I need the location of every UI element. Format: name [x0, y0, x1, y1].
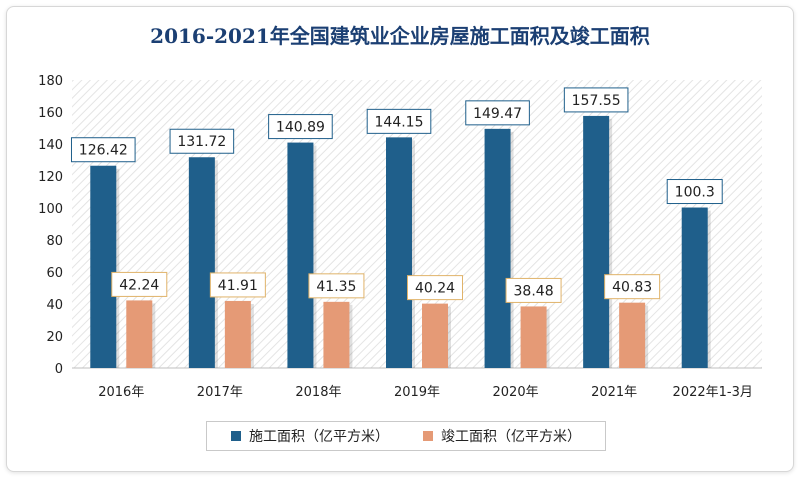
data-label-completion: 38.48 [514, 283, 554, 299]
data-label-construction: 126.42 [79, 143, 128, 159]
data-label-completion: 40.83 [612, 280, 652, 296]
data-label-box [209, 272, 266, 298]
bar-construction [681, 207, 708, 368]
bar-completion [323, 301, 350, 368]
bar-construction [188, 157, 215, 368]
data-label-box [70, 137, 136, 163]
data-label-box [111, 271, 168, 297]
bar-completion [224, 300, 251, 368]
bar-completion [422, 303, 448, 368]
bar-construction [386, 137, 412, 368]
y-axis: 0 20 40 60 80 100 120 140 160 180 [38, 74, 63, 377]
bar-construction [484, 128, 511, 368]
data-label-box [666, 179, 723, 205]
data-label-box [563, 87, 629, 113]
legend-item-construction: 施工面积（亿平方米） [231, 426, 389, 446]
legend-swatch-construction [231, 431, 241, 441]
x-tick-label: 2020年 [493, 385, 539, 400]
y-tick-label: 180 [38, 74, 63, 89]
data-label-box [604, 274, 661, 300]
y-tick-label: 60 [46, 266, 63, 281]
x-tick-label: 2016年 [98, 385, 144, 400]
data-label-box [366, 108, 432, 134]
data-label-box [465, 100, 530, 126]
legend-label-construction: 施工面积（亿平方米） [249, 429, 389, 445]
y-tick-label: 40 [46, 298, 63, 313]
legend-swatch-completion [423, 431, 433, 441]
bar-construction [287, 142, 314, 368]
data-labels-group: 126.42 131.72 140.89 144.15 149.47 157.55 100.… [70, 87, 723, 303]
data-label-box [308, 273, 365, 299]
data-label-completion: 41.91 [218, 278, 258, 294]
legend-item-completion: 竣工面积（亿平方米） [423, 426, 581, 446]
y-tick-label: 100 [38, 202, 63, 217]
data-label-construction: 149.47 [473, 106, 522, 122]
data-label-construction: 100.3 [675, 185, 715, 201]
legend-label-completion: 竣工面积（亿平方米） [441, 429, 581, 445]
bars-group [90, 115, 711, 368]
chart-legend: 施工面积（亿平方米） 竣工面积（亿平方米） [206, 421, 606, 451]
data-label-completion: 41.35 [316, 279, 356, 295]
data-label-box [407, 275, 463, 301]
x-tick-label: 2022年1-3月 [673, 385, 753, 400]
bar-completion [619, 302, 646, 368]
bar-completion [520, 306, 547, 368]
y-tick-label: 0 [55, 362, 63, 377]
x-tick-label: 2017年 [197, 385, 243, 400]
bar-completion [126, 300, 153, 368]
y-tick-label: 160 [38, 106, 63, 121]
bar-construction [583, 115, 610, 368]
y-tick-label: 140 [38, 138, 63, 153]
y-tick-label: 120 [38, 170, 63, 185]
data-label-box [505, 277, 562, 303]
data-label-construction: 140.89 [276, 120, 325, 136]
chart-title: 2016-2021年全国建筑业企业房屋施工面积及竣工面积 [150, 24, 650, 48]
x-tick-label: 2019年 [394, 385, 440, 400]
data-label-completion: 42.24 [119, 277, 159, 293]
data-label-box [169, 128, 235, 154]
y-tick-label: 80 [46, 234, 63, 249]
data-label-box [268, 114, 333, 140]
y-tick-label: 20 [46, 330, 63, 345]
x-axis: 2016年 2017年 2018年 2019年 2020年 2021年 2022年1-3月 [72, 367, 762, 400]
data-label-completion: 40.24 [415, 281, 455, 297]
x-tick-label: 2021年 [591, 385, 637, 400]
data-label-construction: 144.15 [375, 114, 424, 130]
bar-construction [90, 165, 117, 368]
data-label-construction: 131.72 [177, 134, 226, 150]
x-tick-label: 2018年 [295, 385, 341, 400]
data-label-construction: 157.55 [572, 93, 621, 109]
